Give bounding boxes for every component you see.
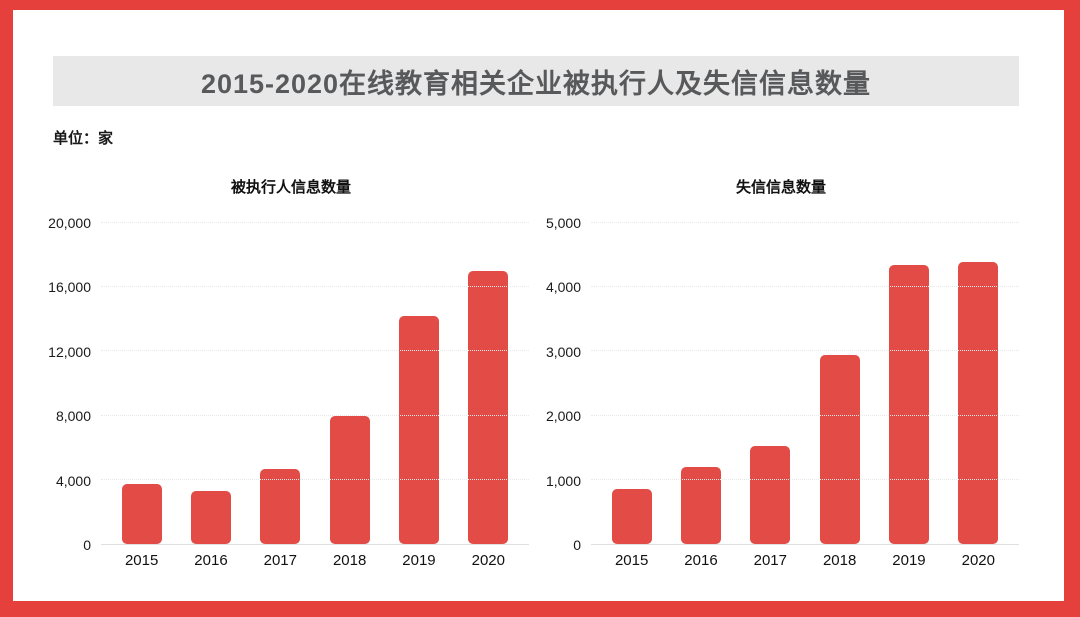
gridline xyxy=(591,478,1019,480)
gridline xyxy=(101,478,529,480)
bar-slot xyxy=(454,223,523,544)
bar-slot xyxy=(107,223,176,544)
x-axis: 2015 2016 2017 2018 2019 2020 xyxy=(53,545,529,569)
gridline xyxy=(101,414,529,416)
y-tick-label: 5,000 xyxy=(545,215,581,231)
gridline xyxy=(101,350,529,352)
y-axis: 0 1,000 2,000 3,000 4,000 5,000 xyxy=(543,215,591,553)
x-axis-labels: 2015 2016 2017 2018 2019 2020 xyxy=(591,545,1019,569)
chart-plot-area: 0 4,000 8,000 12,000 16,000 20,000 xyxy=(48,215,529,553)
y-tick-label: 12,000 xyxy=(48,343,91,360)
gridline xyxy=(101,222,529,223)
bar-slot xyxy=(944,223,1013,544)
bar-2017 xyxy=(750,446,791,544)
x-tick-label: 2016 xyxy=(194,552,228,569)
gridline xyxy=(591,414,1019,416)
bar-slot xyxy=(176,223,245,544)
charts-row: 被执行人信息数量 0 4,000 8,000 12,000 16,000 20,000 2… xyxy=(48,176,1019,569)
x-axis: 2015 2016 2017 2018 2019 2020 xyxy=(543,545,1019,569)
bars-container xyxy=(591,223,1019,544)
y-tick-label: 3,000 xyxy=(545,343,581,360)
y-tick-label: 0 xyxy=(83,537,91,553)
bar-slot xyxy=(666,223,735,544)
bar-2019 xyxy=(398,316,439,544)
y-tick-label: 4,000 xyxy=(55,472,91,489)
x-axis-labels: 2015 2016 2017 2018 2019 2020 xyxy=(101,545,529,569)
bar-2018 xyxy=(819,354,860,544)
bar-2015 xyxy=(121,483,162,544)
gridline xyxy=(591,222,1019,223)
gridline xyxy=(591,286,1019,288)
x-axis-spacer xyxy=(543,545,591,569)
chart-executed-persons: 被执行人信息数量 0 4,000 8,000 12,000 16,000 20,000 2… xyxy=(48,176,529,569)
x-tick-label: 2020 xyxy=(961,552,995,569)
chart-dishonest-info: 失信信息数量 0 1,000 2,000 3,000 4,000 5,000 2015 20… xyxy=(543,176,1019,569)
bar-slot xyxy=(384,223,453,544)
bar-slot xyxy=(805,223,874,544)
bar-slot xyxy=(597,223,666,544)
gridline xyxy=(101,286,529,288)
bar-slot xyxy=(874,223,943,544)
y-tick-label: 0 xyxy=(573,537,581,553)
bar-2016 xyxy=(190,491,231,544)
y-tick-label: 8,000 xyxy=(55,408,91,425)
y-tick-label: 20,000 xyxy=(48,215,91,231)
bars-container xyxy=(101,223,529,544)
y-tick-label: 2,000 xyxy=(545,408,581,425)
x-tick-label: 2019 xyxy=(892,552,926,569)
y-tick-label: 16,000 xyxy=(48,279,91,296)
x-tick-label: 2017 xyxy=(263,552,297,569)
y-axis: 0 4,000 8,000 12,000 16,000 20,000 xyxy=(48,215,101,553)
bar-2017 xyxy=(260,469,301,544)
gridline xyxy=(591,350,1019,352)
x-axis-spacer xyxy=(53,545,101,569)
chart-plot-area: 0 1,000 2,000 3,000 4,000 5,000 xyxy=(543,215,1019,553)
x-tick-label: 2017 xyxy=(753,552,787,569)
bar-2020 xyxy=(958,261,999,544)
bar-slot xyxy=(315,223,384,544)
x-tick-label: 2015 xyxy=(124,552,159,569)
bar-slot xyxy=(246,223,315,544)
page-title: 2015-2020在线教育相关企业被执行人及失信信息数量 xyxy=(200,68,872,99)
plot-region xyxy=(591,222,1019,545)
y-tick-label: 1,000 xyxy=(545,472,581,489)
bar-slot xyxy=(736,223,805,544)
x-tick-label: 2018 xyxy=(332,552,367,569)
chart-title-dishonest-info: 失信信息数量 xyxy=(735,179,826,196)
x-tick-label: 2015 xyxy=(614,552,649,569)
bar-2020 xyxy=(468,271,509,544)
x-tick-label: 2020 xyxy=(471,552,505,569)
x-tick-label: 2019 xyxy=(402,552,436,569)
chart-title-executed-persons: 被执行人信息数量 xyxy=(230,179,351,196)
plot-region xyxy=(101,222,529,545)
x-tick-label: 2018 xyxy=(822,552,857,569)
page-content: 2015-2020在线教育相关企业被执行人及失信信息数量 单位：家 被执行人信息… xyxy=(13,56,1064,601)
bar-2015 xyxy=(611,489,652,544)
y-tick-label: 4,000 xyxy=(545,279,581,296)
x-tick-label: 2016 xyxy=(684,552,718,569)
unit-label: 单位：家 xyxy=(53,130,114,147)
title-banner: 2015-2020在线教育相关企业被执行人及失信信息数量 xyxy=(53,56,1019,106)
bar-2019 xyxy=(888,264,929,544)
